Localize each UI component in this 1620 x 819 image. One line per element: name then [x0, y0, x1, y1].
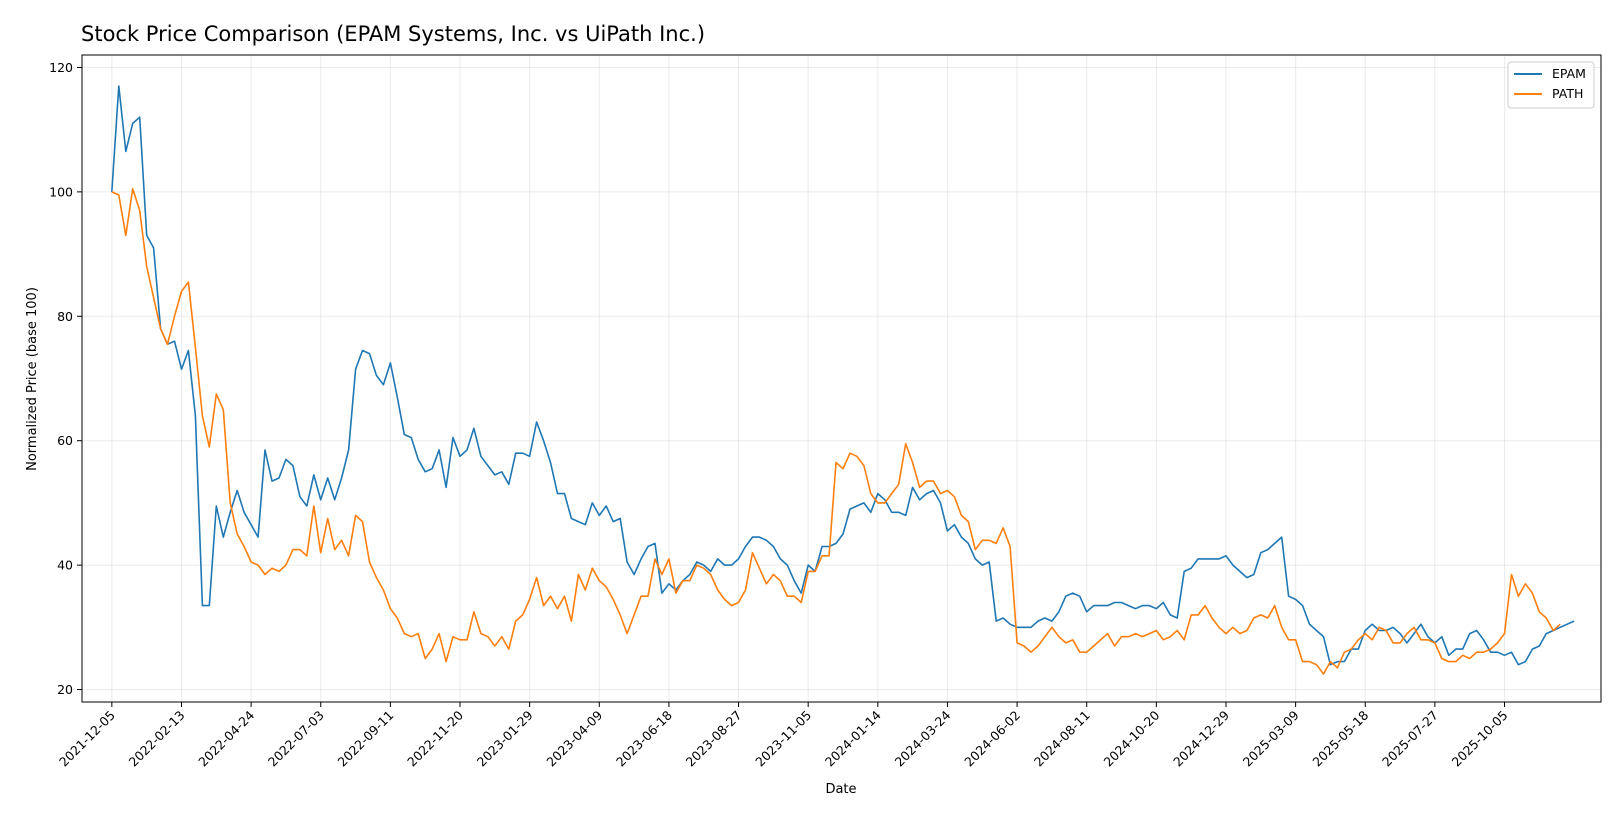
- legend: EPAM PATH: [1507, 61, 1595, 109]
- y-axis-label: Normalized Price (base 100): [25, 287, 40, 471]
- y-tick-label: 120: [49, 60, 73, 75]
- plot-frame: [81, 54, 1602, 703]
- series-lines: [111, 85, 1575, 675]
- x-tick-label: 2022-04-24: [195, 707, 257, 769]
- x-tick-label: 2024-08-11: [1031, 708, 1093, 770]
- x-tick-label: 2022-11-20: [404, 707, 466, 769]
- x-tick-label: 2023-06-18: [613, 707, 675, 769]
- x-tick-label: 2021-12-05: [56, 708, 118, 770]
- x-tick-label: 2022-09-11: [335, 708, 397, 770]
- legend-label-path: PATH: [1552, 86, 1583, 101]
- x-tick-label: 2022-02-13: [126, 708, 188, 770]
- x-tick-label: 2025-07-27: [1379, 708, 1441, 770]
- x-tick-label: 2023-01-29: [474, 707, 536, 769]
- y-tick-label: 100: [49, 184, 73, 199]
- x-tick-label: 2024-01-14: [822, 707, 884, 769]
- x-tick-label: 2024-12-29: [1170, 707, 1232, 769]
- x-tick-label: 2023-11-05: [752, 708, 814, 770]
- x-tick-label: 2023-04-09: [543, 707, 605, 769]
- series-line-path: [111, 188, 1561, 675]
- x-tick-label: 2025-05-18: [1309, 707, 1371, 769]
- legend-label-epam: EPAM: [1552, 66, 1586, 81]
- series-line-epam: [111, 85, 1575, 666]
- y-axis-ticks: 20 40 60 80 100 120: [49, 60, 82, 697]
- x-tick-label: 2024-06-02: [961, 708, 1023, 770]
- x-axis-label: Date: [825, 782, 856, 797]
- x-tick-label: 2023-08-27: [683, 708, 745, 770]
- chart-title: Stock Price Comparison (EPAM Systems, In…: [81, 22, 705, 46]
- y-tick-label: 20: [57, 682, 73, 697]
- x-tick-label: 2022-07-03: [265, 708, 327, 770]
- y-tick-label: 80: [57, 309, 73, 324]
- x-tick-label: 2025-10-05: [1449, 708, 1511, 770]
- y-tick-label: 60: [57, 433, 73, 448]
- x-axis-ticks: 2021-12-05 2022-02-13 2022-04-24 2022-07-03…: [56, 702, 1511, 769]
- x-tick-label: 2024-03-24: [892, 707, 954, 769]
- grid: [82, 55, 1601, 702]
- y-tick-label: 40: [57, 558, 73, 573]
- x-tick-label: 2025-03-09: [1240, 707, 1302, 769]
- x-tick-label: 2024-10-20: [1100, 707, 1162, 769]
